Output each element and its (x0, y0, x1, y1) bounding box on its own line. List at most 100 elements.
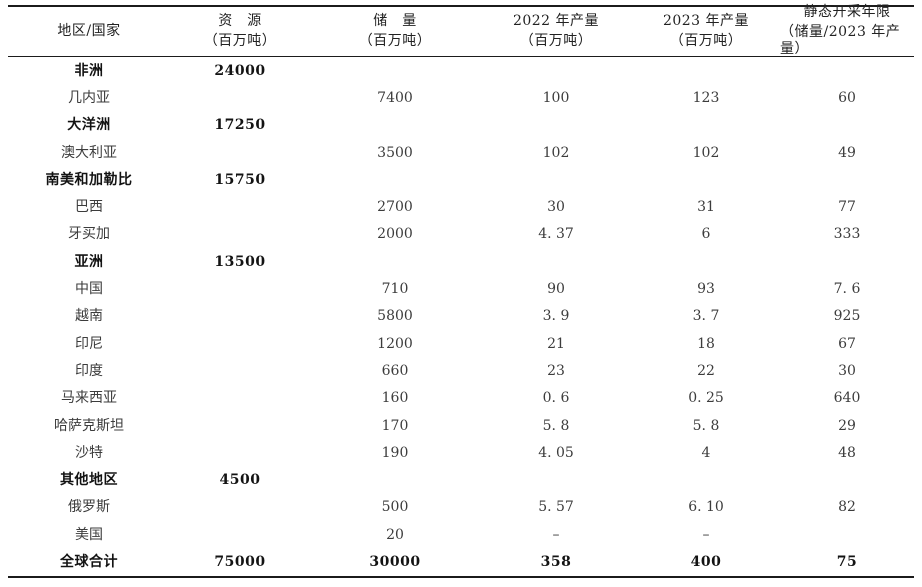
cell-reserves: 30000 (369, 553, 421, 570)
cell-prod2023: 31 (697, 199, 715, 216)
table-row: 澳大利亚 3500 102 102 49 (8, 139, 914, 166)
cell-static_years: 29 (838, 417, 856, 434)
cell-prod2023: 0. 25 (688, 390, 724, 407)
cell-name: 印度 (75, 362, 103, 379)
cell-reserves: 7400 (377, 89, 413, 106)
cell-prod2022: 21 (547, 335, 565, 352)
cell-prod2023: 102 (692, 144, 720, 161)
cell-static_years: 49 (838, 144, 856, 161)
cell-prod2023: 6. 10 (688, 499, 724, 516)
table-body: 非洲 24000 几内亚 7400 100 123 60 大洋洲 17250 澳大利亚 3500 10… (8, 57, 914, 578)
cell-prod2022: 5. 57 (538, 499, 574, 516)
table-row: 南美和加勒比 15750 (8, 166, 914, 193)
cell-reserves: 2700 (377, 199, 413, 216)
table-row: 俄罗斯 500 5. 57 6. 10 82 (8, 494, 914, 521)
cell-static_years: 60 (838, 89, 856, 106)
table-row: 亚洲 13500 (8, 248, 914, 275)
cell-reserves: 160 (381, 390, 409, 407)
column-header-unit: （百万吨） (358, 32, 432, 49)
cell-prod2023: 93 (697, 281, 715, 298)
cell-prod2022: 3. 9 (542, 308, 570, 325)
cell-prod2022: 102 (542, 144, 570, 161)
cell-reserves: 3500 (377, 144, 413, 161)
cell-name: 几内亚 (68, 89, 110, 106)
table-row: 其他地区 4500 (8, 466, 914, 493)
cell-static_years: 925 (833, 308, 861, 325)
bauxite-resource-table: 地区/国家资 源（百万吨）储 量（百万吨） 2022 年产量 （百万吨） 2023 年… (8, 4, 914, 578)
cell-name: 印尼 (75, 335, 103, 352)
cell-prod2023: 3. 7 (692, 308, 720, 325)
cell-reserves: 170 (381, 417, 409, 434)
table-row: 全球合计 75000 30000 358 400 75 (8, 548, 914, 575)
cell-resources: 75000 (214, 553, 266, 570)
cell-static_years: 30 (838, 362, 856, 379)
cell-reserves: 660 (381, 362, 409, 379)
cell-resources: 17250 (214, 117, 266, 134)
column-header-reserves: 储 量 （百万吨） (310, 7, 480, 56)
column-header-unit: （储量/2023 年产量） (780, 23, 901, 58)
cell-static_years: 48 (838, 444, 856, 461)
cell-resources: 15750 (214, 171, 266, 188)
table-row: 越南 5800 3. 9 3. 7 925 (8, 303, 914, 330)
column-header-prod2022: 2022 年产量 （百万吨） (480, 7, 632, 56)
cell-resources: 13500 (214, 253, 266, 270)
column-header-prod2023: 2023 年产量 （百万吨） (632, 7, 780, 56)
cell-name: 马来西亚 (61, 390, 117, 407)
cell-name: 其他地区 (60, 472, 118, 489)
column-header-label: 储 量 (373, 13, 417, 29)
cell-name: 亚洲 (74, 253, 104, 270)
cell-resources: 24000 (214, 62, 266, 79)
cell-prod2023: 5. 8 (692, 417, 720, 434)
column-header-static_years: 静态开采年限 （储量/2023 年产量） (780, 4, 914, 58)
cell-prod2022: 5. 8 (542, 417, 570, 434)
cell-name: 哈萨克斯坦 (54, 417, 124, 434)
cell-static_years: 67 (838, 335, 856, 352)
cell-reserves: 1200 (377, 335, 413, 352)
cell-reserves: 20 (386, 526, 404, 543)
column-header-unit: （百万吨） (669, 32, 743, 49)
column-header-label: 地区/国家 (57, 22, 121, 39)
table-row: 哈萨克斯坦 170 5. 8 5. 8 29 (8, 412, 914, 439)
cell-name: 沙特 (75, 444, 103, 461)
cell-name: 南美和加勒比 (45, 171, 133, 188)
table-row: 马来西亚 160 0. 6 0. 25 640 (8, 385, 914, 412)
table-row: 牙买加 2000 4. 37 6 333 (8, 221, 914, 248)
cell-reserves: 5800 (377, 308, 413, 325)
cell-prod2022: 4. 05 (538, 444, 574, 461)
table-row: 印尼 1200 21 18 67 (8, 330, 914, 357)
cell-static_years: 75 (836, 553, 858, 570)
cell-prod2023: 18 (697, 335, 715, 352)
cell-prod2023: 6 (701, 226, 711, 243)
cell-prod2023: 4 (701, 444, 711, 461)
table-row: 非洲 24000 (8, 57, 914, 84)
cell-prod2023: 22 (697, 362, 715, 379)
table-row: 巴西 2700 30 31 77 (8, 193, 914, 220)
cell-prod2023: 400 (690, 553, 722, 570)
column-header-label: 2023 年产量 (662, 13, 750, 29)
cell-name: 非洲 (74, 62, 104, 79)
table-header-row: 地区/国家资 源（百万吨）储 量（百万吨） 2022 年产量 （百万吨） 2023 年… (8, 4, 914, 58)
cell-static_years: 77 (838, 199, 856, 216)
column-header-name: 地区/国家 (8, 7, 170, 56)
cell-name: 越南 (75, 308, 103, 325)
table-row: 大洋洲 17250 (8, 112, 914, 139)
cell-static_years: 7. 6 (833, 281, 861, 298)
cell-static_years: 82 (838, 499, 856, 516)
cell-name: 全球合计 (60, 553, 118, 570)
table-row: 中国 710 90 93 7. 6 (8, 275, 914, 302)
cell-static_years: 640 (833, 390, 861, 407)
cell-reserves: 190 (381, 444, 409, 461)
cell-prod2022: 100 (542, 89, 570, 106)
cell-name: 大洋洲 (67, 117, 111, 134)
cell-prod2022: 23 (547, 362, 565, 379)
cell-prod2023: – (702, 526, 710, 543)
cell-name: 中国 (75, 281, 103, 298)
cell-prod2022: 30 (547, 199, 565, 216)
cell-prod2022: 4. 37 (538, 226, 574, 243)
cell-name: 澳大利亚 (61, 144, 117, 161)
cell-reserves: 710 (381, 281, 409, 298)
cell-name: 美国 (75, 526, 103, 543)
cell-prod2022: 90 (547, 281, 565, 298)
cell-prod2022: – (552, 526, 560, 543)
